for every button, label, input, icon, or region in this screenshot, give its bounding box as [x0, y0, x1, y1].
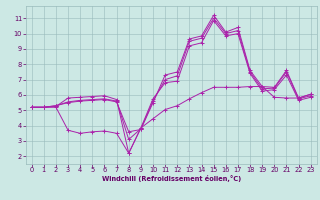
X-axis label: Windchill (Refroidissement éolien,°C): Windchill (Refroidissement éolien,°C) — [101, 175, 241, 182]
